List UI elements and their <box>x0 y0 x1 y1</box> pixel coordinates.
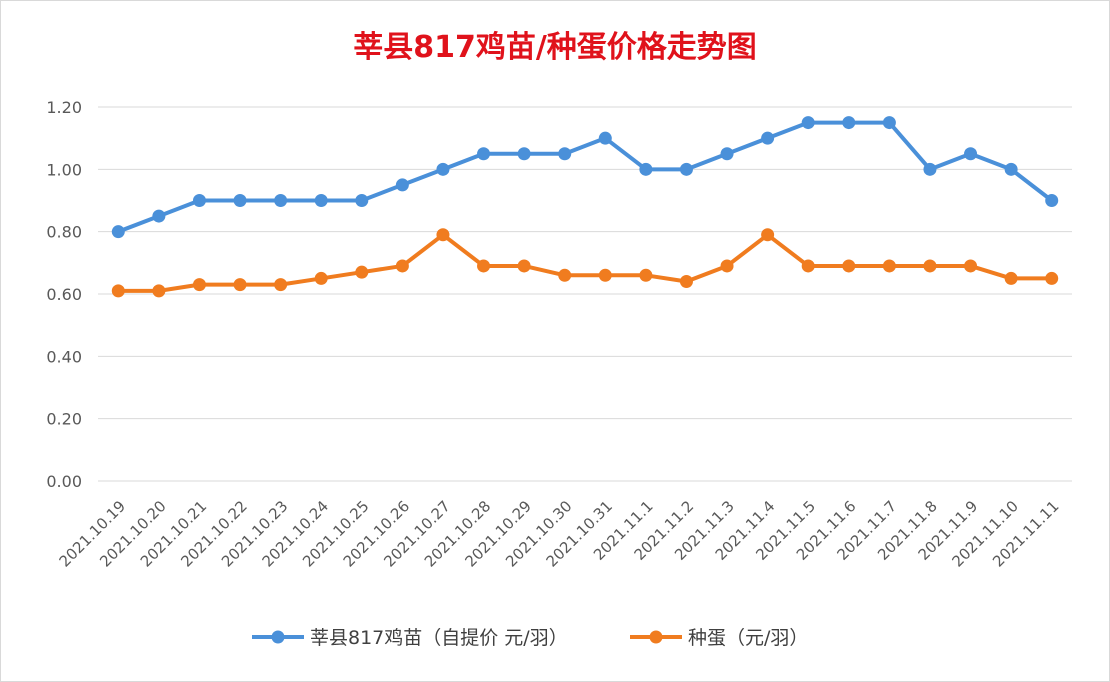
data-point <box>477 259 491 273</box>
data-point <box>395 178 409 192</box>
data-point <box>720 259 734 273</box>
y-tick-label: 0.20 <box>46 410 82 429</box>
data-point <box>558 268 572 282</box>
data-point <box>233 278 247 292</box>
data-point <box>517 259 531 273</box>
data-point <box>1004 271 1018 285</box>
legend-marker <box>649 630 663 644</box>
series-1 <box>111 228 1059 298</box>
data-point <box>842 259 856 273</box>
data-point <box>152 284 166 298</box>
data-point <box>882 259 896 273</box>
legend-label: 莘县817鸡苗（自提价 元/羽） <box>310 627 568 649</box>
data-point <box>923 259 937 273</box>
y-tick-label: 0.80 <box>46 223 82 242</box>
y-tick-label: 1.20 <box>46 98 82 117</box>
data-point <box>1045 194 1059 207</box>
data-point <box>964 147 978 161</box>
data-point <box>274 278 288 292</box>
series-0 <box>111 116 1059 239</box>
data-point <box>274 194 288 207</box>
data-point <box>233 194 247 207</box>
data-point <box>761 228 775 242</box>
y-tick-label: 1.00 <box>46 160 82 179</box>
series-line <box>116 232 1054 293</box>
data-point <box>395 259 409 273</box>
data-point <box>355 194 369 207</box>
data-point <box>477 147 491 161</box>
data-point <box>882 116 896 130</box>
series-line <box>116 120 1054 234</box>
data-point <box>639 268 653 282</box>
legend-item: 种蛋（元/羽） <box>630 627 808 649</box>
data-point <box>192 194 206 207</box>
y-tick-label: 0.60 <box>46 285 82 304</box>
data-point <box>720 147 734 161</box>
grid <box>98 106 1072 482</box>
data-point <box>801 259 815 273</box>
chart-title: 莘县817鸡苗/种蛋价格走势图 <box>353 30 757 65</box>
data-point <box>192 278 206 292</box>
legend-item: 莘县817鸡苗（自提价 元/羽） <box>252 627 568 649</box>
data-point <box>923 162 937 176</box>
legend-label: 种蛋（元/羽） <box>688 627 808 649</box>
y-axis: 0.00 0.20 0.40 0.60 0.80 1.00 1.20 <box>46 98 82 491</box>
data-point <box>761 131 775 145</box>
data-point <box>639 162 653 176</box>
data-point <box>801 116 815 130</box>
data-point <box>314 271 328 285</box>
legend: 莘县817鸡苗（自提价 元/羽） 种蛋（元/羽） <box>252 627 808 649</box>
y-tick-label: 0.00 <box>46 472 82 491</box>
data-point <box>436 162 450 176</box>
data-point <box>111 284 125 298</box>
data-point <box>111 225 125 239</box>
data-point <box>314 194 328 207</box>
data-point <box>679 162 693 176</box>
data-point <box>964 259 978 273</box>
data-point <box>1004 162 1018 176</box>
data-point <box>558 147 572 161</box>
data-point <box>598 268 612 282</box>
y-tick-label: 0.40 <box>46 347 82 366</box>
data-point <box>1045 271 1059 285</box>
data-point <box>152 209 166 223</box>
legend-marker <box>271 630 285 644</box>
series-area <box>111 116 1059 298</box>
data-point <box>436 228 450 242</box>
data-point <box>355 265 369 279</box>
data-point <box>598 131 612 145</box>
data-point <box>679 275 693 289</box>
data-point <box>517 147 531 161</box>
data-point <box>842 116 856 130</box>
